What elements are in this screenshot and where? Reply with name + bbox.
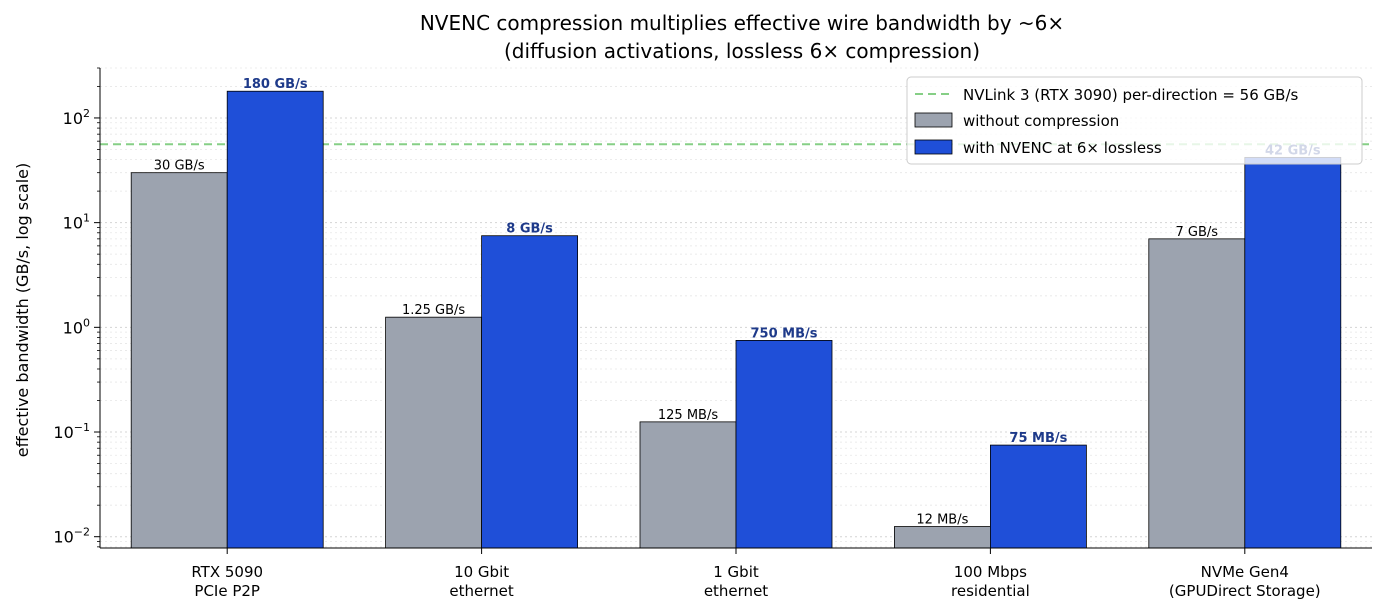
y-tick-label: 10−2 [53,526,90,547]
x-tick-label: ethernet [704,582,768,600]
chart-title-line-1: NVENC compression multiplies effective w… [420,11,1064,35]
data-label-with-nvenc: 750 MB/s [751,326,818,341]
bar-without-compression [130,172,228,549]
data-label-with-nvenc: 8 GB/s [506,222,553,237]
y-tick-label: 102 [63,107,90,128]
bar-without-compression [894,526,991,549]
y-tick-exponent: 0 [83,316,90,329]
x-tick-label: residential [951,582,1030,600]
bar-with-nvenc [990,444,1087,549]
bar-without-compression [1148,238,1246,549]
x-tick-label: 1 Gbit [713,563,759,581]
bar-with-nvenc [1244,156,1342,549]
legend-frame [906,76,1363,165]
bar-with-nvenc [481,235,579,549]
y-tick-exponent: 2 [83,107,90,120]
legend-swatch-without-compression [914,112,953,128]
bar-without-compression [385,316,483,549]
y-tick-exponent: 1 [83,212,90,225]
data-label-without-compression: 125 MB/s [658,408,718,423]
data-label-with-nvenc: 180 GB/s [243,77,308,92]
y-tick-exponent: −2 [74,526,90,539]
bar-without-compression [639,421,737,549]
y-tick-base: 10 [63,214,83,233]
y-tick-label: 101 [63,212,90,233]
y-tick-base: 10 [53,423,73,442]
data-label-without-compression: 30 GB/s [154,159,205,174]
x-tick-label: PCIe P2P [194,582,260,600]
y-tick-label: 100 [63,316,90,337]
x-tick-label: ethernet [449,582,513,600]
x-tick-label: (GPUDirect Storage) [1169,582,1321,600]
legend-swatch-with-nvenc [914,139,953,155]
x-tick-label: 10 Gbit [454,563,509,581]
y-tick-base: 10 [53,528,73,547]
legend-label-with-nvenc: with NVENC at 6× lossless [963,139,1162,157]
legend: NVLink 3 (RTX 3090) per-direction = 56 G… [906,76,1363,165]
bar-with-nvenc [226,90,324,549]
x-tick-label: NVMe Gen4 [1201,563,1289,581]
y-tick-label: 10−1 [53,421,90,442]
y-tick-base: 10 [63,318,83,337]
y-axis-label: effective bandwidth (GB/s, log scale) [13,163,32,458]
legend-label-without-compression: without compression [963,112,1119,130]
data-label-with-nvenc: 75 MB/s [1009,431,1067,446]
data-label-without-compression: 12 MB/s [916,513,968,528]
chart-title-line-2: (diffusion activations, lossless 6× comp… [504,39,980,63]
bar-with-nvenc [735,340,833,549]
bars-group: 30 GB/s 1.25 GB/s 125 MB/s 12 MB/s 7 GB/s 180… [130,77,1342,549]
y-tick-base: 10 [63,109,83,128]
data-label-without-compression: 7 GB/s [1176,225,1219,240]
legend-label-reference-line: NVLink 3 (RTX 3090) per-direction = 56 G… [963,86,1298,104]
x-tick-label: 100 Mbps [954,563,1027,581]
y-tick-exponent: −1 [74,421,90,434]
x-tick-label: RTX 5090 [191,563,263,581]
data-label-without-compression: 1.25 GB/s [402,303,465,318]
